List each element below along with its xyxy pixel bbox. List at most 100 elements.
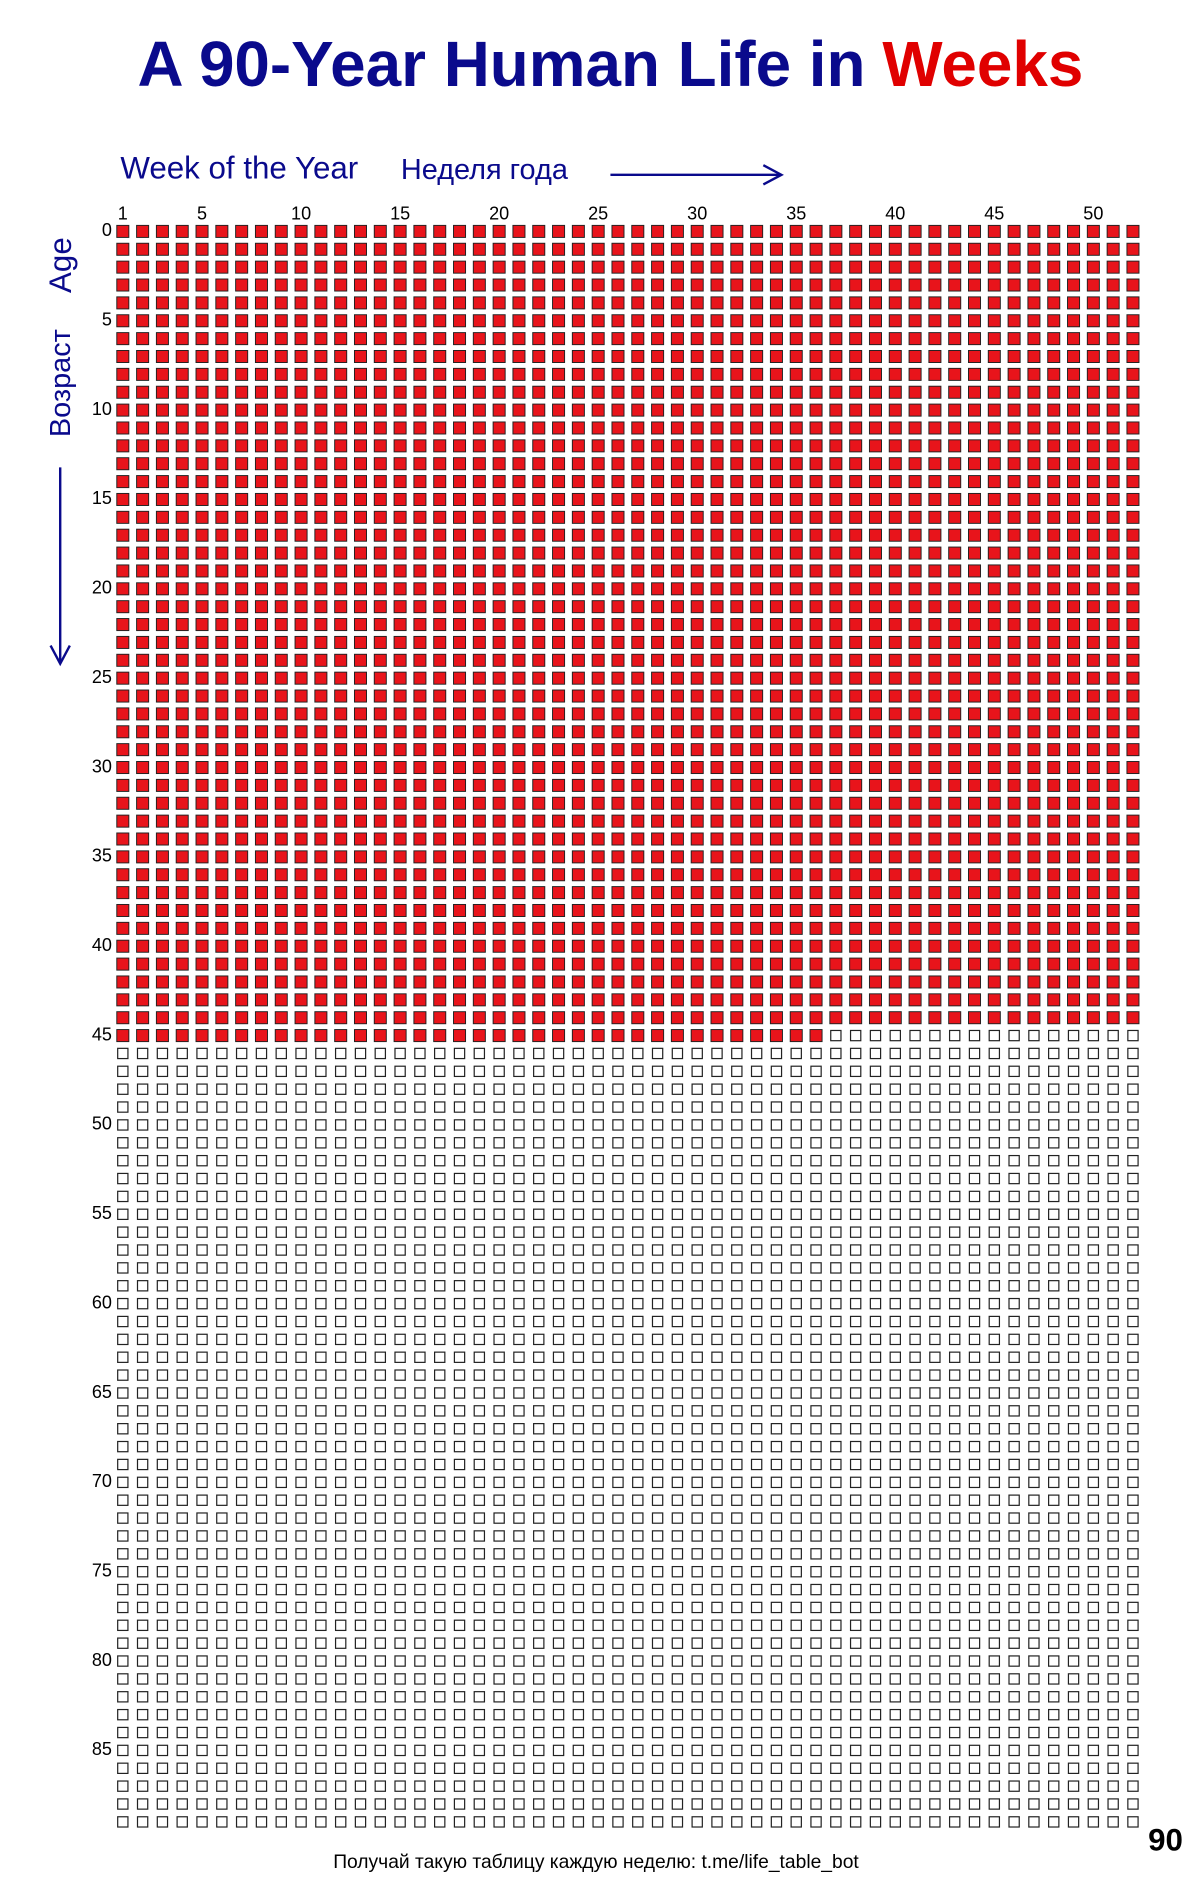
- lived-week: [136, 546, 150, 560]
- lived-week: [750, 689, 764, 703]
- future-week: [394, 1548, 406, 1560]
- age-tick-label: 50: [92, 1114, 112, 1134]
- lived-week: [571, 314, 585, 328]
- future-week: [929, 1583, 941, 1596]
- future-week: [671, 1047, 684, 1060]
- lived-week: [552, 886, 566, 900]
- future-week: [1087, 1637, 1100, 1649]
- lived-week: [1047, 564, 1061, 578]
- future-week: [453, 1083, 466, 1095]
- future-week: [651, 1798, 664, 1810]
- future-week: [1048, 1744, 1060, 1757]
- future-week: [1127, 1440, 1139, 1453]
- future-week: [434, 1619, 446, 1632]
- future-week: [414, 1601, 426, 1614]
- lived-week: [1067, 921, 1081, 935]
- future-week: [810, 1083, 822, 1095]
- lived-week: [492, 796, 506, 810]
- future-week: [354, 1083, 367, 1095]
- lived-week: [769, 725, 783, 739]
- future-week: [315, 1101, 327, 1113]
- lived-week: [353, 868, 367, 882]
- lived-week: [809, 528, 823, 542]
- lived-week: [492, 260, 506, 274]
- future-week: [533, 1458, 545, 1471]
- lived-week: [928, 367, 942, 381]
- lived-week: [155, 403, 169, 417]
- future-week: [434, 1369, 446, 1381]
- lived-week: [433, 939, 447, 953]
- future-week: [196, 1512, 208, 1524]
- lived-week: [987, 242, 1001, 256]
- lived-week: [532, 1029, 546, 1043]
- lived-week: [1027, 296, 1041, 310]
- lived-week: [254, 332, 268, 346]
- lived-week: [591, 1029, 605, 1043]
- lived-week: [829, 671, 843, 685]
- lived-week: [453, 332, 467, 346]
- future-week: [849, 1655, 862, 1667]
- future-week: [136, 1655, 149, 1667]
- future-week: [830, 1619, 842, 1632]
- future-week: [196, 1226, 208, 1238]
- future-week: [552, 1565, 565, 1578]
- lived-week: [314, 528, 328, 542]
- future-week: [770, 1494, 783, 1506]
- future-week: [929, 1565, 941, 1578]
- lived-week: [393, 385, 407, 399]
- lived-week: [789, 653, 803, 667]
- lived-week: [294, 260, 308, 274]
- future-week: [315, 1154, 327, 1167]
- lived-week: [750, 349, 764, 364]
- lived-week: [235, 314, 249, 328]
- lived-week: [334, 278, 348, 292]
- lived-week: [809, 618, 823, 632]
- future-week: [434, 1440, 446, 1453]
- lived-week: [968, 653, 982, 667]
- lived-week: [928, 600, 942, 614]
- future-week: [275, 1691, 287, 1703]
- lived-week: [136, 903, 150, 917]
- lived-week: [195, 600, 209, 614]
- future-week: [711, 1297, 723, 1310]
- future-week: [830, 1297, 842, 1310]
- future-week: [711, 1208, 723, 1221]
- lived-week: [472, 546, 486, 560]
- future-week: [1087, 1029, 1100, 1042]
- future-week: [849, 1476, 862, 1489]
- future-week: [929, 1673, 941, 1685]
- lived-week: [393, 618, 407, 632]
- future-week: [315, 1512, 327, 1524]
- future-week: [909, 1548, 921, 1560]
- future-week: [315, 1530, 327, 1542]
- future-week: [1067, 1655, 1080, 1667]
- lived-week: [968, 314, 982, 328]
- lived-week: [1086, 707, 1100, 721]
- future-week: [1008, 1619, 1020, 1632]
- future-week: [909, 1458, 921, 1471]
- future-week: [929, 1387, 941, 1399]
- future-week: [869, 1476, 882, 1489]
- lived-week: [472, 743, 486, 757]
- lived-week: [235, 278, 249, 292]
- future-week: [513, 1387, 525, 1399]
- future-week: [176, 1458, 188, 1471]
- future-week: [552, 1458, 565, 1471]
- lived-week: [631, 260, 645, 274]
- future-week: [731, 1154, 743, 1167]
- future-week: [414, 1083, 426, 1095]
- future-week: [156, 1708, 169, 1721]
- future-week: [592, 1708, 604, 1721]
- lived-week: [175, 1029, 189, 1043]
- lived-week: [492, 725, 506, 739]
- future-week: [968, 1565, 981, 1578]
- lived-week: [789, 332, 803, 346]
- lived-week: [670, 653, 684, 667]
- future-week: [473, 1798, 486, 1810]
- future-week: [632, 1458, 644, 1471]
- lived-week: [195, 653, 209, 667]
- lived-week: [651, 796, 665, 810]
- future-week: [592, 1476, 604, 1489]
- lived-week: [136, 618, 150, 632]
- lived-week: [888, 957, 902, 971]
